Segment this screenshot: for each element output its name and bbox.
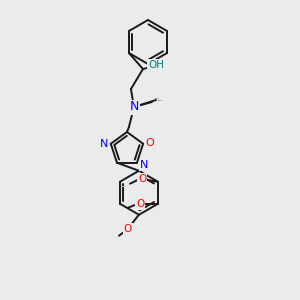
Text: O: O <box>124 224 132 234</box>
Text: O: O <box>146 138 154 148</box>
Text: N: N <box>140 160 148 170</box>
Text: methoxy: methoxy <box>121 186 127 188</box>
Text: O: O <box>136 199 144 209</box>
Text: N: N <box>129 100 139 113</box>
Text: O: O <box>138 174 146 184</box>
Text: methyl: methyl <box>158 99 162 101</box>
Text: methyl: methyl <box>155 98 160 99</box>
Text: methoxy: methoxy <box>126 184 132 185</box>
Text: OH: OH <box>148 60 164 70</box>
Text: N: N <box>100 139 108 149</box>
